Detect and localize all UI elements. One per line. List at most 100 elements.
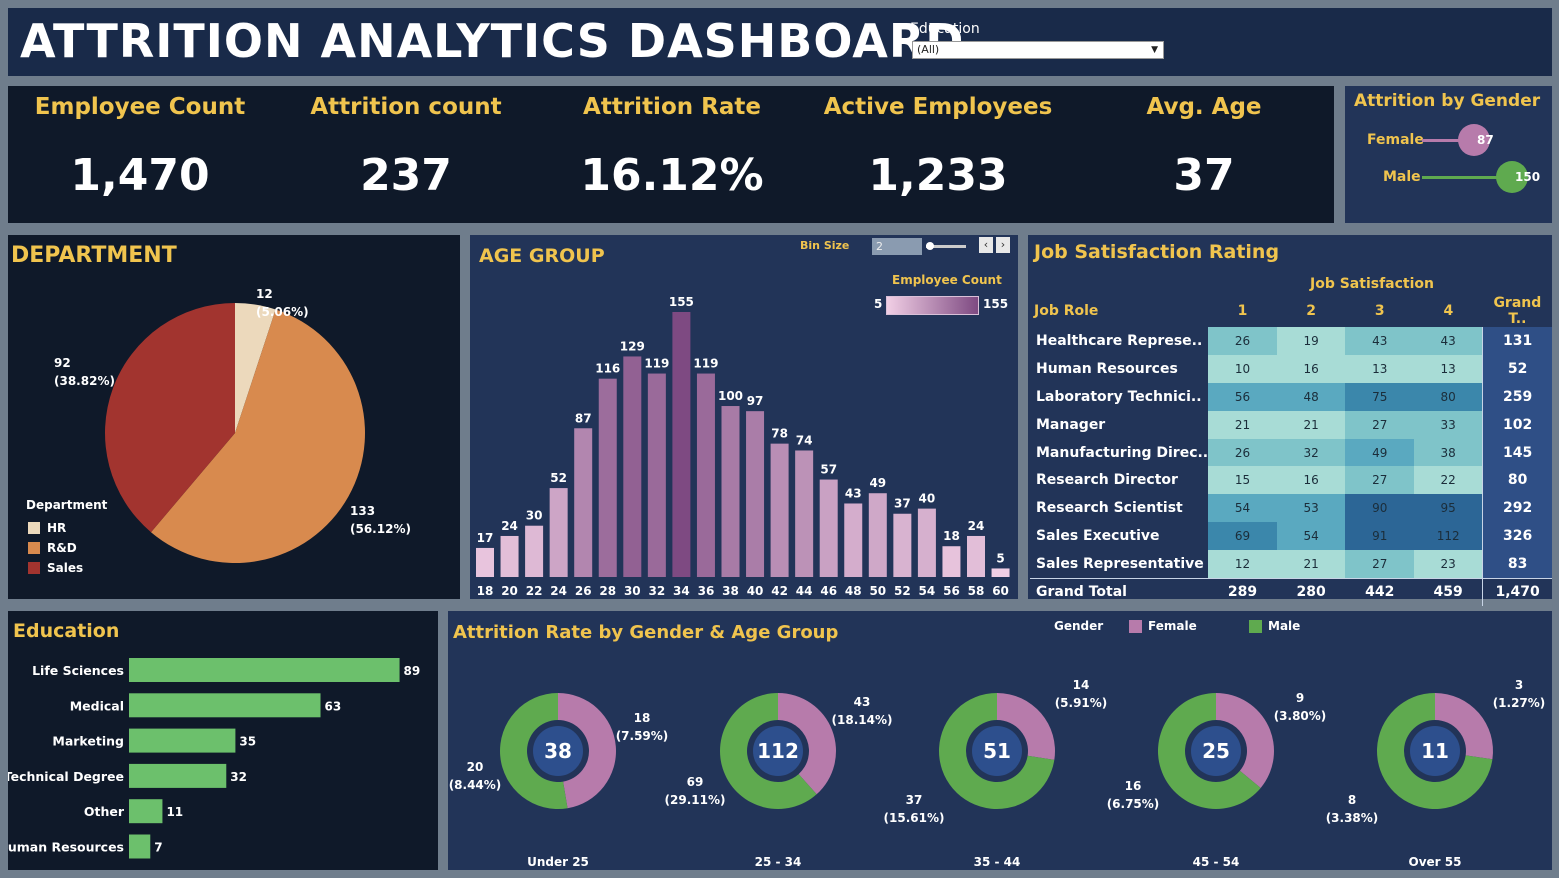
table-row[interactable]: Healthcare Represe.. 26 19 43 43 131	[1030, 327, 1552, 355]
heatmap-cell[interactable]: 53	[1276, 494, 1346, 523]
heatmap-cell[interactable]: 75	[1345, 382, 1415, 411]
age-bar-32[interactable]	[647, 373, 666, 577]
age-bar-42[interactable]	[770, 443, 789, 577]
bin-size-prev-button[interactable]: ‹	[979, 237, 993, 253]
heatmap-cell[interactable]: 80	[1414, 382, 1483, 411]
donut-female-under-25[interactable]	[558, 693, 616, 809]
heatmap-cell[interactable]: 15	[1208, 466, 1277, 495]
legend-item-hr[interactable]: HR	[28, 518, 107, 538]
age-bar-22[interactable]	[525, 525, 544, 577]
donut-male-25-34[interactable]	[720, 693, 817, 809]
heatmap-cell[interactable]: 54	[1208, 494, 1277, 523]
donut-female-25-34[interactable]	[778, 693, 836, 795]
education-filter-dropdown[interactable]: (All) ▼	[912, 41, 1164, 59]
heatmap-cell[interactable]: 54	[1276, 522, 1346, 551]
heatmap-cell[interactable]: 22	[1414, 466, 1483, 495]
heatmap-cell[interactable]: 21	[1276, 410, 1346, 439]
pie-slice-rd[interactable]	[150, 309, 365, 563]
heatmap-cell[interactable]: 43	[1414, 327, 1483, 355]
pie-slice-sales[interactable]	[105, 303, 235, 533]
heatmap-cell[interactable]: 16	[1276, 466, 1346, 495]
heatmap-cell[interactable]: 26	[1208, 438, 1277, 467]
donut-male-pct-45-54: (6.75%)	[1107, 797, 1160, 811]
heatmap-cell[interactable]: 69	[1208, 522, 1277, 551]
heatmap-cell[interactable]: 16	[1276, 354, 1346, 383]
age-bar-54[interactable]	[917, 508, 936, 577]
heatmap-cell[interactable]: 90	[1345, 494, 1415, 523]
age-bar-26[interactable]	[574, 428, 593, 577]
heatmap-cell[interactable]: 27	[1345, 550, 1415, 579]
age-bar-48[interactable]	[844, 503, 863, 577]
heatmap-cell[interactable]: 13	[1414, 354, 1483, 383]
heatmap-cell[interactable]: 33	[1414, 410, 1483, 439]
age-bar-18[interactable]	[476, 547, 494, 577]
heatmap-cell[interactable]: 19	[1276, 327, 1346, 355]
table-row[interactable]: Sales Executive 69 54 91 112 326	[1030, 522, 1552, 551]
heatmap-cell[interactable]: 95	[1414, 494, 1483, 523]
table-row[interactable]: Manufacturing Direc.. 26 32 49 38 145	[1030, 438, 1552, 467]
heatmap-cell[interactable]: 32	[1276, 438, 1346, 467]
edu-bar-other[interactable]	[129, 799, 163, 824]
heatmap-cell[interactable]: 27	[1345, 466, 1415, 495]
heatmap-cell[interactable]: 112	[1414, 522, 1483, 551]
table-row[interactable]: Laboratory Technici.. 56 48 75 80 259	[1030, 382, 1552, 411]
table-row[interactable]: Research Scientist 54 53 90 95 292	[1030, 494, 1552, 523]
table-row[interactable]: Research Director 15 16 27 22 80	[1030, 466, 1552, 495]
donut-male-45-54[interactable]	[1158, 693, 1261, 809]
age-bar-38[interactable]	[721, 406, 740, 577]
heatmap-cell[interactable]: 26	[1208, 327, 1277, 355]
age-bar-24[interactable]	[549, 488, 568, 577]
gender-legend-male[interactable]: Male	[1249, 619, 1300, 633]
heatmap-cell[interactable]: 23	[1414, 550, 1483, 579]
heatmap-cell[interactable]: 12	[1208, 550, 1277, 579]
heatmap-cell[interactable]: 21	[1208, 410, 1277, 439]
donut-male-under-25[interactable]	[499, 693, 568, 809]
bin-size-slider[interactable]	[926, 242, 966, 250]
age-bar-30[interactable]	[623, 356, 642, 577]
age-bar-34[interactable]	[672, 312, 691, 577]
bin-size-input[interactable]: 2	[872, 238, 922, 255]
edu-bar-life-sciences[interactable]	[129, 658, 400, 682]
edu-bar-marketing[interactable]	[129, 728, 236, 753]
heatmap-cell[interactable]: 21	[1276, 550, 1346, 579]
heatmap-cell[interactable]: 10	[1208, 354, 1277, 383]
table-row[interactable]: Sales Representative 12 21 27 23 83	[1030, 550, 1552, 579]
donut-female-over-55[interactable]	[1435, 693, 1493, 760]
age-bar-20[interactable]	[500, 535, 519, 577]
age-bar-36[interactable]	[696, 373, 715, 577]
table-row[interactable]: Human Resources 10 16 13 13 52	[1030, 354, 1552, 383]
donut-male-pct-25-34: (29.11%)	[665, 793, 726, 807]
heatmap-cell[interactable]: 49	[1345, 438, 1415, 467]
kpi-panel: Employee Count 1,470 Attrition count 237…	[8, 86, 1334, 223]
age-bar-40[interactable]	[746, 411, 765, 577]
age-bar-58[interactable]	[967, 535, 985, 577]
donut-male-35-44[interactable]	[939, 693, 1055, 809]
legend-item-sales[interactable]: Sales	[28, 558, 107, 578]
age-bar-50[interactable]	[868, 493, 887, 577]
age-bar-56[interactable]	[942, 546, 961, 577]
legend-item-rnd[interactable]: R&D	[28, 538, 107, 558]
donut-female-35-44[interactable]	[997, 693, 1055, 760]
gender-legend-female[interactable]: Female	[1129, 619, 1197, 633]
donut-male-over-55[interactable]	[1377, 693, 1493, 809]
heatmap-cell[interactable]: 48	[1276, 382, 1346, 411]
heatmap-cell[interactable]: 38	[1414, 438, 1483, 467]
heatmap-cell[interactable]: 43	[1345, 327, 1415, 355]
edu-bar-medical[interactable]	[129, 693, 321, 718]
bin-size-slider-handle[interactable]	[926, 242, 934, 250]
edu-bar-human-resources[interactable]	[129, 834, 151, 859]
edu-bar-technical-degree[interactable]	[129, 763, 227, 788]
heatmap-cell[interactable]: 13	[1345, 354, 1415, 383]
age-bar-46[interactable]	[819, 479, 838, 577]
bin-size-next-button[interactable]: ›	[996, 237, 1010, 253]
age-bar-28[interactable]	[598, 378, 617, 577]
pie-slice-hr[interactable]	[235, 303, 276, 433]
age-bar-52[interactable]	[893, 513, 912, 577]
heatmap-cell[interactable]: 56	[1208, 382, 1277, 411]
heatmap-cell[interactable]: 27	[1345, 410, 1415, 439]
age-bar-60[interactable]	[991, 568, 1010, 577]
table-row[interactable]: Manager 21 21 27 33 102	[1030, 410, 1552, 439]
age-bar-44[interactable]	[795, 450, 814, 577]
donut-female-45-54[interactable]	[1216, 693, 1274, 788]
heatmap-cell[interactable]: 91	[1345, 522, 1415, 551]
